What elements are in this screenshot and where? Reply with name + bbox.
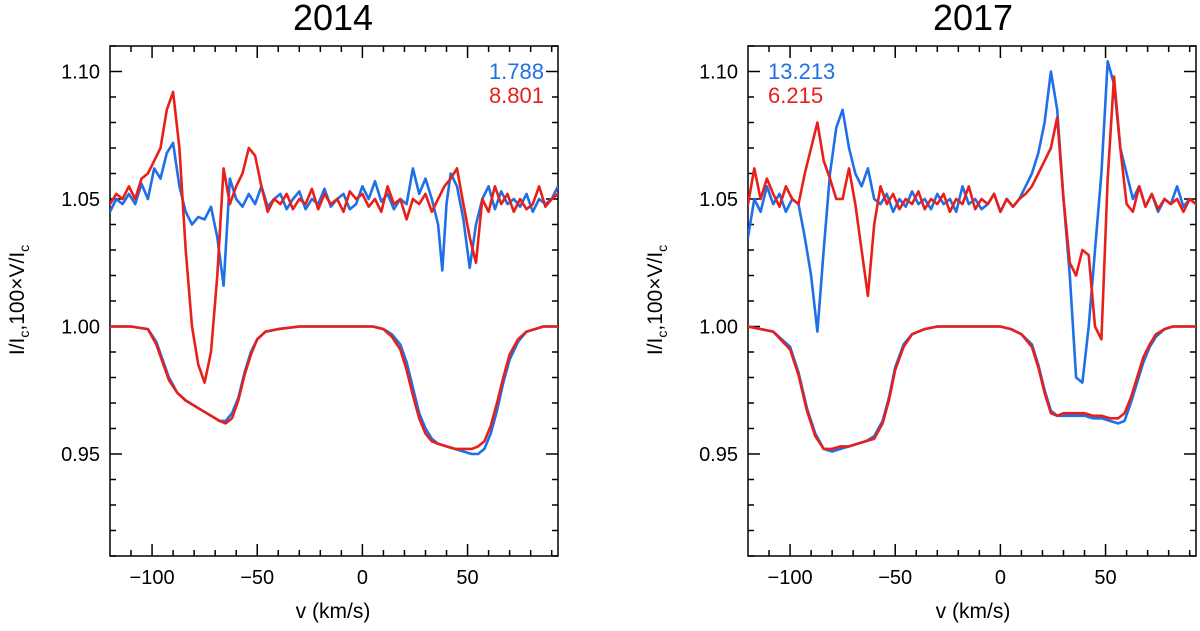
y-axis-label: I/Ic,100×V/Ic xyxy=(644,245,670,355)
x-axis-label: v (km/s) xyxy=(936,600,1011,623)
y-tick-label: 1.05 xyxy=(61,189,100,211)
x-tick-label: −100 xyxy=(768,567,813,589)
y-tick-label: 1.05 xyxy=(699,189,738,211)
x-tick-label: −50 xyxy=(878,567,912,589)
panel-2017: 2017 −100 −50 0 50 0.95 1.00 1.05 1.10 13.213 6… xyxy=(644,0,1197,623)
y-axis-label: I/Ic,100×V/Ic xyxy=(6,245,32,355)
y-tick-label: 1.10 xyxy=(61,62,100,84)
y-tick-label: 1.00 xyxy=(699,317,738,339)
y-tick-label: 0.95 xyxy=(61,444,100,466)
annotation-blue: 13.213 xyxy=(768,59,835,84)
x-tick-label: 50 xyxy=(456,567,478,589)
axis-ticks: −100 −50 0 50 0.95 1.00 1.05 1.10 xyxy=(699,45,1196,589)
series-layer xyxy=(748,60,1196,453)
x-tick-label: −100 xyxy=(130,567,175,589)
series-line-stokes-v-red xyxy=(748,75,1196,341)
panel-title: 2017 xyxy=(933,0,1013,38)
x-tick-label: 0 xyxy=(995,567,1006,589)
panel-2014: 2014 −100 −50 0 50 0.95 1.00 1.05 1.10 1.788 8.… xyxy=(6,0,559,623)
y-tick-label: 0.95 xyxy=(699,444,738,466)
series-layer xyxy=(110,90,558,456)
series-line-stokes-v-red xyxy=(110,90,558,384)
series-line-stokes-i-red xyxy=(110,325,558,451)
x-axis-label: v (km/s) xyxy=(296,600,371,623)
x-tick-label: 50 xyxy=(1094,567,1116,589)
series-line-stokes-v-blue xyxy=(748,60,1196,384)
series-line-stokes-i-red xyxy=(748,325,1196,451)
annotation-blue: 1.788 xyxy=(489,59,544,84)
series-line-stokes-i-blue xyxy=(110,325,558,456)
annotation-red: 6.215 xyxy=(768,83,823,108)
y-tick-label: 1.10 xyxy=(699,62,738,84)
x-tick-label: 0 xyxy=(357,567,368,589)
panel-title: 2014 xyxy=(293,0,373,38)
series-line-stokes-v-blue xyxy=(110,141,558,287)
x-tick-label: −50 xyxy=(240,567,274,589)
annotation-red: 8.801 xyxy=(489,83,544,108)
axis-ticks: −100 −50 0 50 0.95 1.00 1.05 1.10 xyxy=(61,45,558,589)
y-tick-label: 1.00 xyxy=(61,317,100,339)
